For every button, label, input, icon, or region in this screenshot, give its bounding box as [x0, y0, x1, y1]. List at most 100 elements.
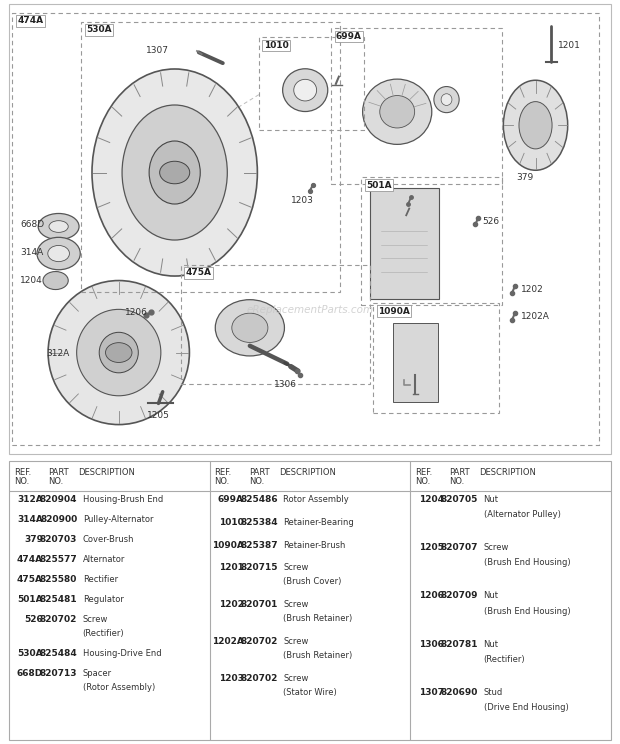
Ellipse shape — [43, 272, 68, 289]
Text: PART: PART — [48, 468, 69, 477]
Text: 1201: 1201 — [558, 41, 581, 50]
Text: 820713: 820713 — [40, 670, 78, 679]
Bar — [180, 265, 370, 384]
Text: Alternator: Alternator — [82, 555, 125, 564]
Text: 1010: 1010 — [219, 518, 244, 527]
Text: 668D: 668D — [17, 670, 43, 679]
Text: 501A: 501A — [366, 181, 392, 190]
Text: Cover-Brush: Cover-Brush — [82, 535, 134, 544]
Bar — [331, 28, 502, 184]
Ellipse shape — [48, 246, 69, 262]
Bar — [373, 303, 500, 414]
Text: 825577: 825577 — [40, 555, 78, 564]
Text: Screw: Screw — [82, 615, 108, 624]
Text: 820707: 820707 — [441, 543, 478, 552]
Text: 530A: 530A — [86, 25, 112, 34]
Text: NO.: NO. — [249, 477, 264, 486]
Text: (Drive End Housing): (Drive End Housing) — [484, 703, 569, 712]
Text: DESCRIPTION: DESCRIPTION — [78, 468, 135, 477]
Text: 1307: 1307 — [419, 687, 444, 697]
Text: 820900: 820900 — [40, 515, 78, 524]
Ellipse shape — [503, 80, 568, 170]
Ellipse shape — [380, 95, 415, 128]
Text: Screw: Screw — [283, 563, 309, 572]
Text: Housing-Brush End: Housing-Brush End — [82, 495, 163, 504]
Text: 1202A: 1202A — [521, 312, 549, 321]
Text: 379: 379 — [24, 535, 43, 544]
Ellipse shape — [38, 214, 79, 240]
Text: 1202A: 1202A — [211, 637, 244, 646]
Text: 825486: 825486 — [240, 495, 278, 504]
Text: PART: PART — [450, 468, 470, 477]
Ellipse shape — [48, 280, 190, 425]
Bar — [361, 177, 502, 305]
Bar — [370, 188, 440, 298]
Text: NO.: NO. — [450, 477, 464, 486]
Text: (Rectifier): (Rectifier) — [82, 629, 124, 638]
Text: 825580: 825580 — [40, 575, 78, 584]
Ellipse shape — [122, 105, 228, 240]
Ellipse shape — [441, 94, 452, 106]
Text: NO.: NO. — [415, 477, 430, 486]
Text: DESCRIPTION: DESCRIPTION — [279, 468, 335, 477]
Text: Screw: Screw — [283, 637, 309, 646]
Text: 668D: 668D — [20, 219, 44, 228]
Text: (Rectifier): (Rectifier) — [484, 655, 525, 664]
Text: 825481: 825481 — [40, 595, 78, 604]
Text: 820701: 820701 — [241, 600, 278, 609]
Text: 379: 379 — [516, 173, 534, 182]
Ellipse shape — [77, 310, 161, 396]
Text: NO.: NO. — [215, 477, 230, 486]
Text: 1201: 1201 — [219, 563, 244, 572]
Text: 1203: 1203 — [291, 196, 314, 205]
Ellipse shape — [519, 102, 552, 149]
Bar — [393, 324, 438, 402]
Text: Nut: Nut — [484, 495, 498, 504]
Text: 825484: 825484 — [40, 650, 78, 658]
Text: Screw: Screw — [283, 600, 309, 609]
Text: eReplacementParts.com: eReplacementParts.com — [246, 305, 374, 315]
Text: Housing-Drive End: Housing-Drive End — [82, 650, 161, 658]
Text: Retainer-Bearing: Retainer-Bearing — [283, 518, 354, 527]
Circle shape — [160, 161, 190, 184]
Text: 1204: 1204 — [20, 276, 43, 285]
Text: 312A: 312A — [17, 495, 43, 504]
Text: (Brush Cover): (Brush Cover) — [283, 577, 342, 586]
Text: 1205: 1205 — [147, 411, 170, 420]
Text: 1205: 1205 — [419, 543, 444, 552]
Text: 1203: 1203 — [219, 674, 244, 683]
Text: (Brush Retainer): (Brush Retainer) — [283, 651, 352, 660]
Text: Spacer: Spacer — [82, 670, 112, 679]
Text: 1206: 1206 — [125, 307, 148, 316]
Text: 820781: 820781 — [441, 640, 478, 649]
Ellipse shape — [215, 300, 285, 356]
Text: 820702: 820702 — [241, 674, 278, 683]
Text: (Stator Wire): (Stator Wire) — [283, 687, 337, 697]
Text: (Alternator Pulley): (Alternator Pulley) — [484, 510, 560, 519]
Text: REF.: REF. — [215, 468, 232, 477]
Text: 1202: 1202 — [521, 285, 543, 294]
Text: 1090A: 1090A — [378, 307, 410, 315]
Circle shape — [105, 343, 132, 362]
Text: 820904: 820904 — [40, 495, 78, 504]
Text: 501A: 501A — [17, 595, 43, 604]
Text: 1307: 1307 — [146, 46, 169, 56]
Text: 825384: 825384 — [240, 518, 278, 527]
Ellipse shape — [49, 221, 68, 232]
Text: 475A: 475A — [17, 575, 43, 584]
Text: 825387: 825387 — [240, 540, 278, 550]
Text: Regulator: Regulator — [82, 595, 123, 604]
Text: 1306: 1306 — [419, 640, 444, 649]
Text: (Rotor Assembly): (Rotor Assembly) — [82, 683, 155, 693]
Text: 530A: 530A — [17, 650, 43, 658]
Text: 1204: 1204 — [419, 495, 444, 504]
Ellipse shape — [294, 80, 317, 101]
Text: 314A: 314A — [17, 515, 43, 524]
Text: Nut: Nut — [484, 640, 498, 649]
Text: 820705: 820705 — [441, 495, 478, 504]
Text: 1090A: 1090A — [211, 540, 244, 550]
Text: (Brush End Housing): (Brush End Housing) — [484, 606, 570, 615]
Ellipse shape — [363, 79, 432, 144]
Text: Pulley-Alternator: Pulley-Alternator — [82, 515, 153, 524]
Text: REF.: REF. — [14, 468, 32, 477]
